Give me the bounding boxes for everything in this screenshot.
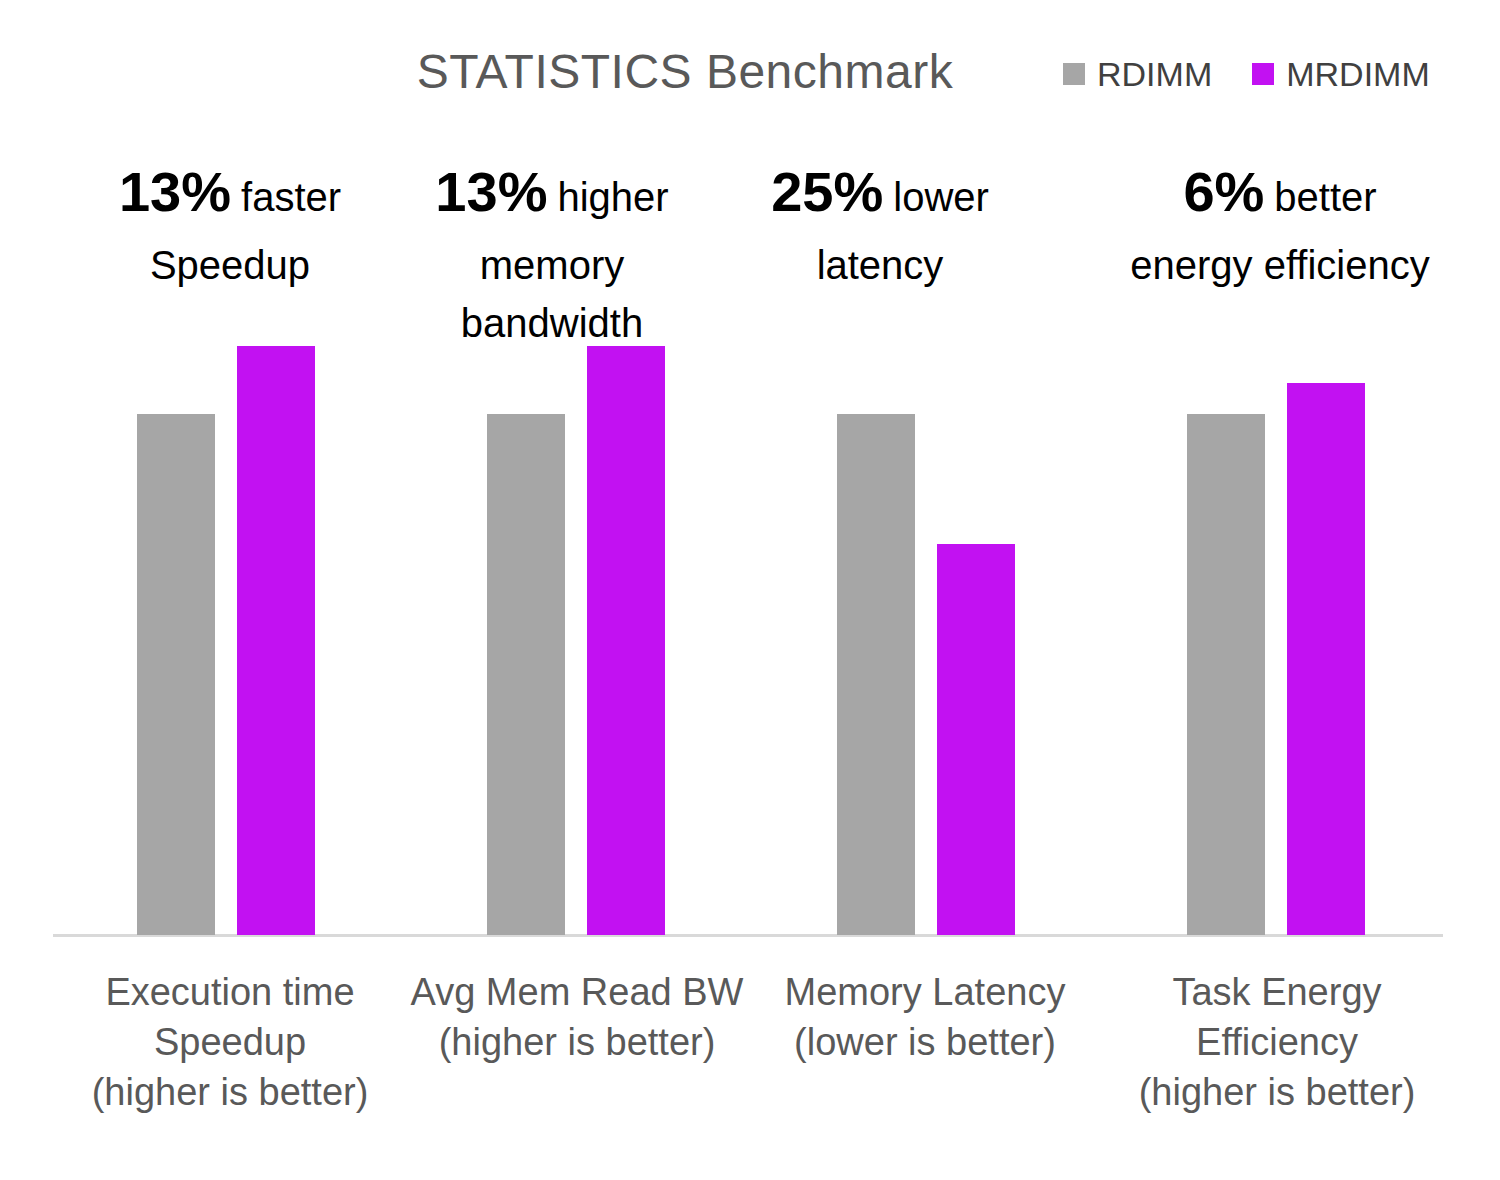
x-axis-label-line: (higher is better) xyxy=(60,1067,400,1117)
annotation-first-line: 13%faster xyxy=(60,162,400,236)
annotation-first-line: 25%lower xyxy=(710,162,1050,236)
x-axis-label-line: (lower is better) xyxy=(755,1017,1095,1067)
legend-item-rdimm: RDIMM xyxy=(1063,55,1212,94)
bar-mrdimm-group4 xyxy=(1287,383,1365,935)
annotation-1: 13%fasterSpeedup xyxy=(60,162,400,294)
x-axis-label-line: Task Energy xyxy=(1107,967,1447,1017)
annotation-word: higher xyxy=(557,175,668,219)
legend-label-mrdimm: MRDIMM xyxy=(1286,55,1430,94)
x-axis-label-4: Task EnergyEfficiency(higher is better) xyxy=(1107,967,1447,1117)
annotation-word: lower xyxy=(893,175,989,219)
x-axis-label-line: Efficiency xyxy=(1107,1017,1447,1067)
x-axis-label-line: Execution time xyxy=(60,967,400,1017)
annotation-word: better xyxy=(1274,175,1376,219)
annotation-3: 25%lowerlatency xyxy=(710,162,1050,294)
annotation-line: Speedup xyxy=(60,236,400,294)
annotation-percent: 13% xyxy=(435,160,547,223)
plot-area xyxy=(0,310,1500,935)
annotation-line: latency xyxy=(710,236,1050,294)
x-axis-label-line: Speedup xyxy=(60,1017,400,1067)
x-axis-label-line: (higher is better) xyxy=(407,1017,747,1067)
bar-mrdimm-group3 xyxy=(937,544,1015,935)
legend-label-rdimm: RDIMM xyxy=(1097,55,1212,94)
chart-title: STATISTICS Benchmark xyxy=(185,44,1185,99)
x-axis-label-1: Execution timeSpeedup(higher is better) xyxy=(60,967,400,1117)
legend-item-mrdimm: MRDIMM xyxy=(1252,55,1430,94)
bar-rdimm-group4 xyxy=(1187,414,1265,935)
annotation-line: energy efficiency xyxy=(1110,236,1450,294)
bar-mrdimm-group2 xyxy=(587,346,665,935)
legend-swatch-mrdimm xyxy=(1252,63,1274,85)
legend-swatch-rdimm xyxy=(1063,63,1085,85)
bar-rdimm-group2 xyxy=(487,414,565,935)
benchmark-bar-chart: STATISTICS Benchmark RDIMM MRDIMM 13%fas… xyxy=(0,0,1500,1180)
annotation-percent: 25% xyxy=(771,160,883,223)
x-axis-label-line: Memory Latency xyxy=(755,967,1095,1017)
annotation-first-line: 13%higher xyxy=(382,162,722,236)
annotation-first-line: 6%better xyxy=(1110,162,1450,236)
legend: RDIMM MRDIMM xyxy=(1063,52,1430,96)
annotation-word: faster xyxy=(241,175,341,219)
bar-rdimm-group3 xyxy=(837,414,915,935)
x-axis-label-3: Memory Latency(lower is better) xyxy=(755,967,1095,1067)
x-axis-label-line: (higher is better) xyxy=(1107,1067,1447,1117)
x-axis-label-line: Avg Mem Read BW xyxy=(407,967,747,1017)
x-axis-label-2: Avg Mem Read BW(higher is better) xyxy=(407,967,747,1067)
annotation-4: 6%betterenergy efficiency xyxy=(1110,162,1450,294)
annotation-line: memory xyxy=(382,236,722,294)
annotation-percent: 6% xyxy=(1183,160,1264,223)
bar-mrdimm-group1 xyxy=(237,346,315,935)
bar-rdimm-group1 xyxy=(137,414,215,935)
annotation-percent: 13% xyxy=(119,160,231,223)
